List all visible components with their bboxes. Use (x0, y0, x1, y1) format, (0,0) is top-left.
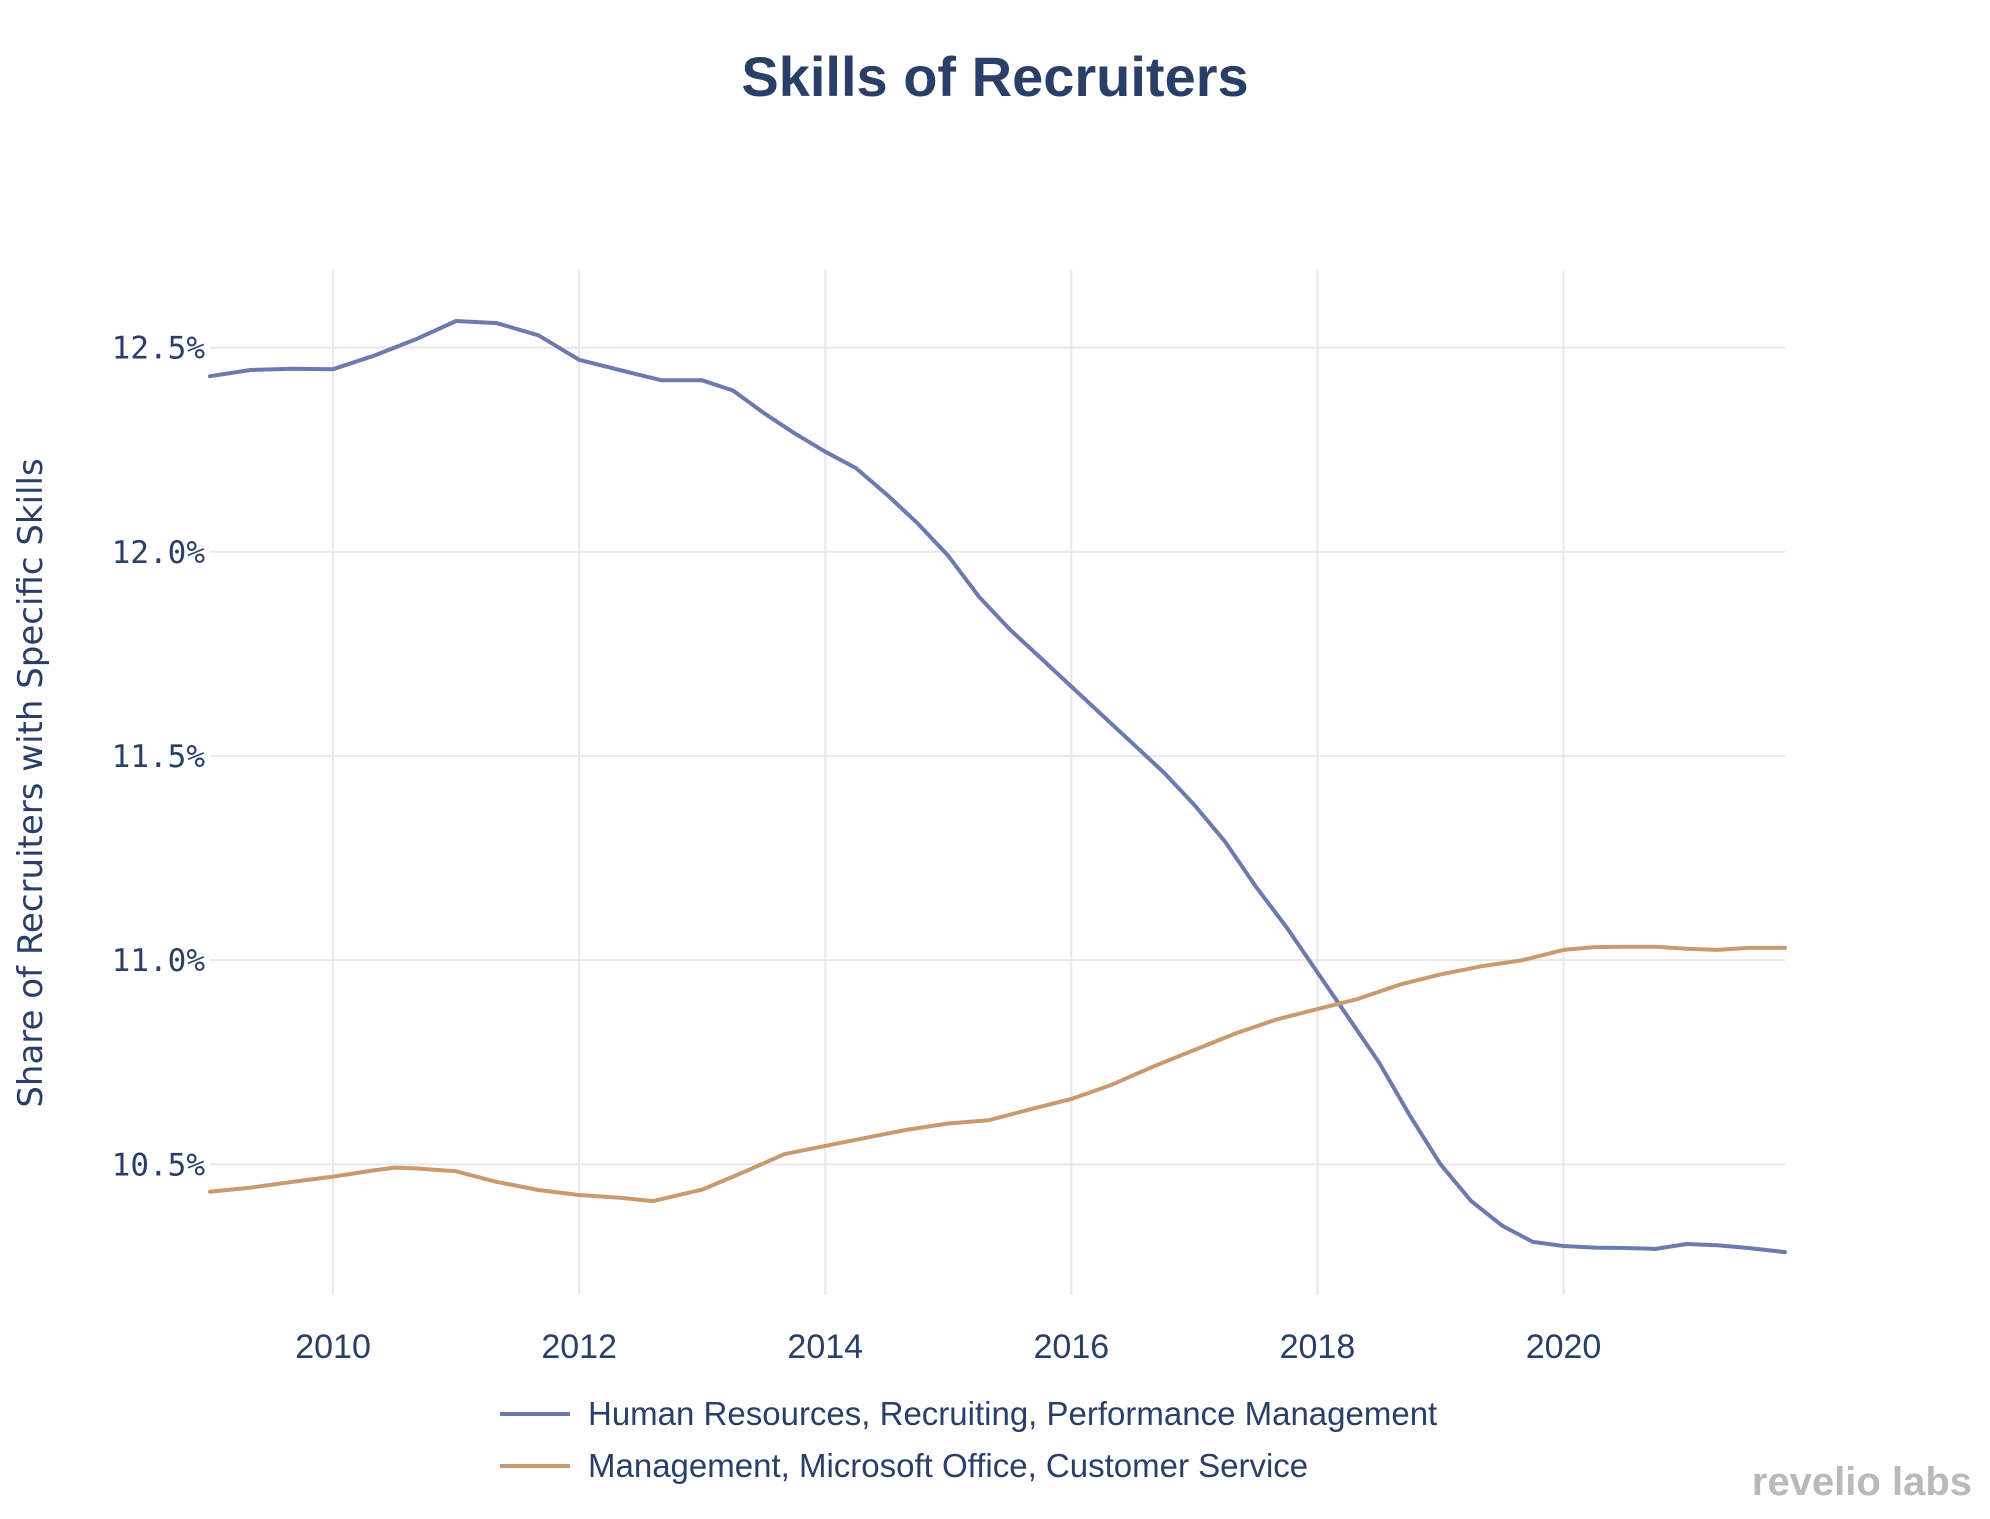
brand-logo: revelio labs (1751, 1460, 1972, 1504)
legend-swatch-management (500, 1464, 570, 1468)
series-line-management[interactable] (208, 944, 1787, 1204)
legend-item-hr[interactable]: Human Resources, Recruiting, Performance… (500, 1388, 1437, 1440)
x-tick-label: 2016 (1034, 1328, 1110, 1366)
y-tick-label: 10.5% (112, 1147, 206, 1183)
legend-swatch-hr (500, 1412, 570, 1416)
y-axis-label: Share of Recruiters with Specific Skills (11, 458, 51, 1107)
legend: Human Resources, Recruiting, Performance… (500, 1388, 1437, 1492)
y-axis-ticks: 10.5% 11.0% 11.5% 12.0% 12.5% (112, 331, 206, 1184)
series-lines (208, 319, 1787, 1255)
y-tick-label: 11.0% (112, 943, 206, 979)
y-tick-label: 12.0% (112, 535, 206, 571)
y-tick-label: 12.5% (112, 331, 206, 367)
x-tick-label: 2020 (1526, 1328, 1602, 1366)
x-tick-label: 2012 (541, 1328, 617, 1366)
x-tick-label: 2018 (1280, 1328, 1356, 1366)
series-line-hr[interactable] (208, 319, 1787, 1255)
x-axis-ticks: 2010 2012 2014 2016 2018 2020 (295, 1328, 1601, 1366)
legend-label-hr: Human Resources, Recruiting, Performance… (588, 1395, 1438, 1432)
chart-title: Skills of Recruiters (741, 45, 1249, 108)
y-tick-label: 11.5% (112, 739, 206, 775)
legend-label-management: Management, Microsoft Office, Customer S… (588, 1447, 1309, 1484)
x-tick-label: 2010 (295, 1328, 371, 1366)
grid (210, 270, 1785, 1295)
legend-item-management[interactable]: Management, Microsoft Office, Customer S… (500, 1440, 1437, 1492)
x-tick-label: 2014 (787, 1328, 863, 1366)
